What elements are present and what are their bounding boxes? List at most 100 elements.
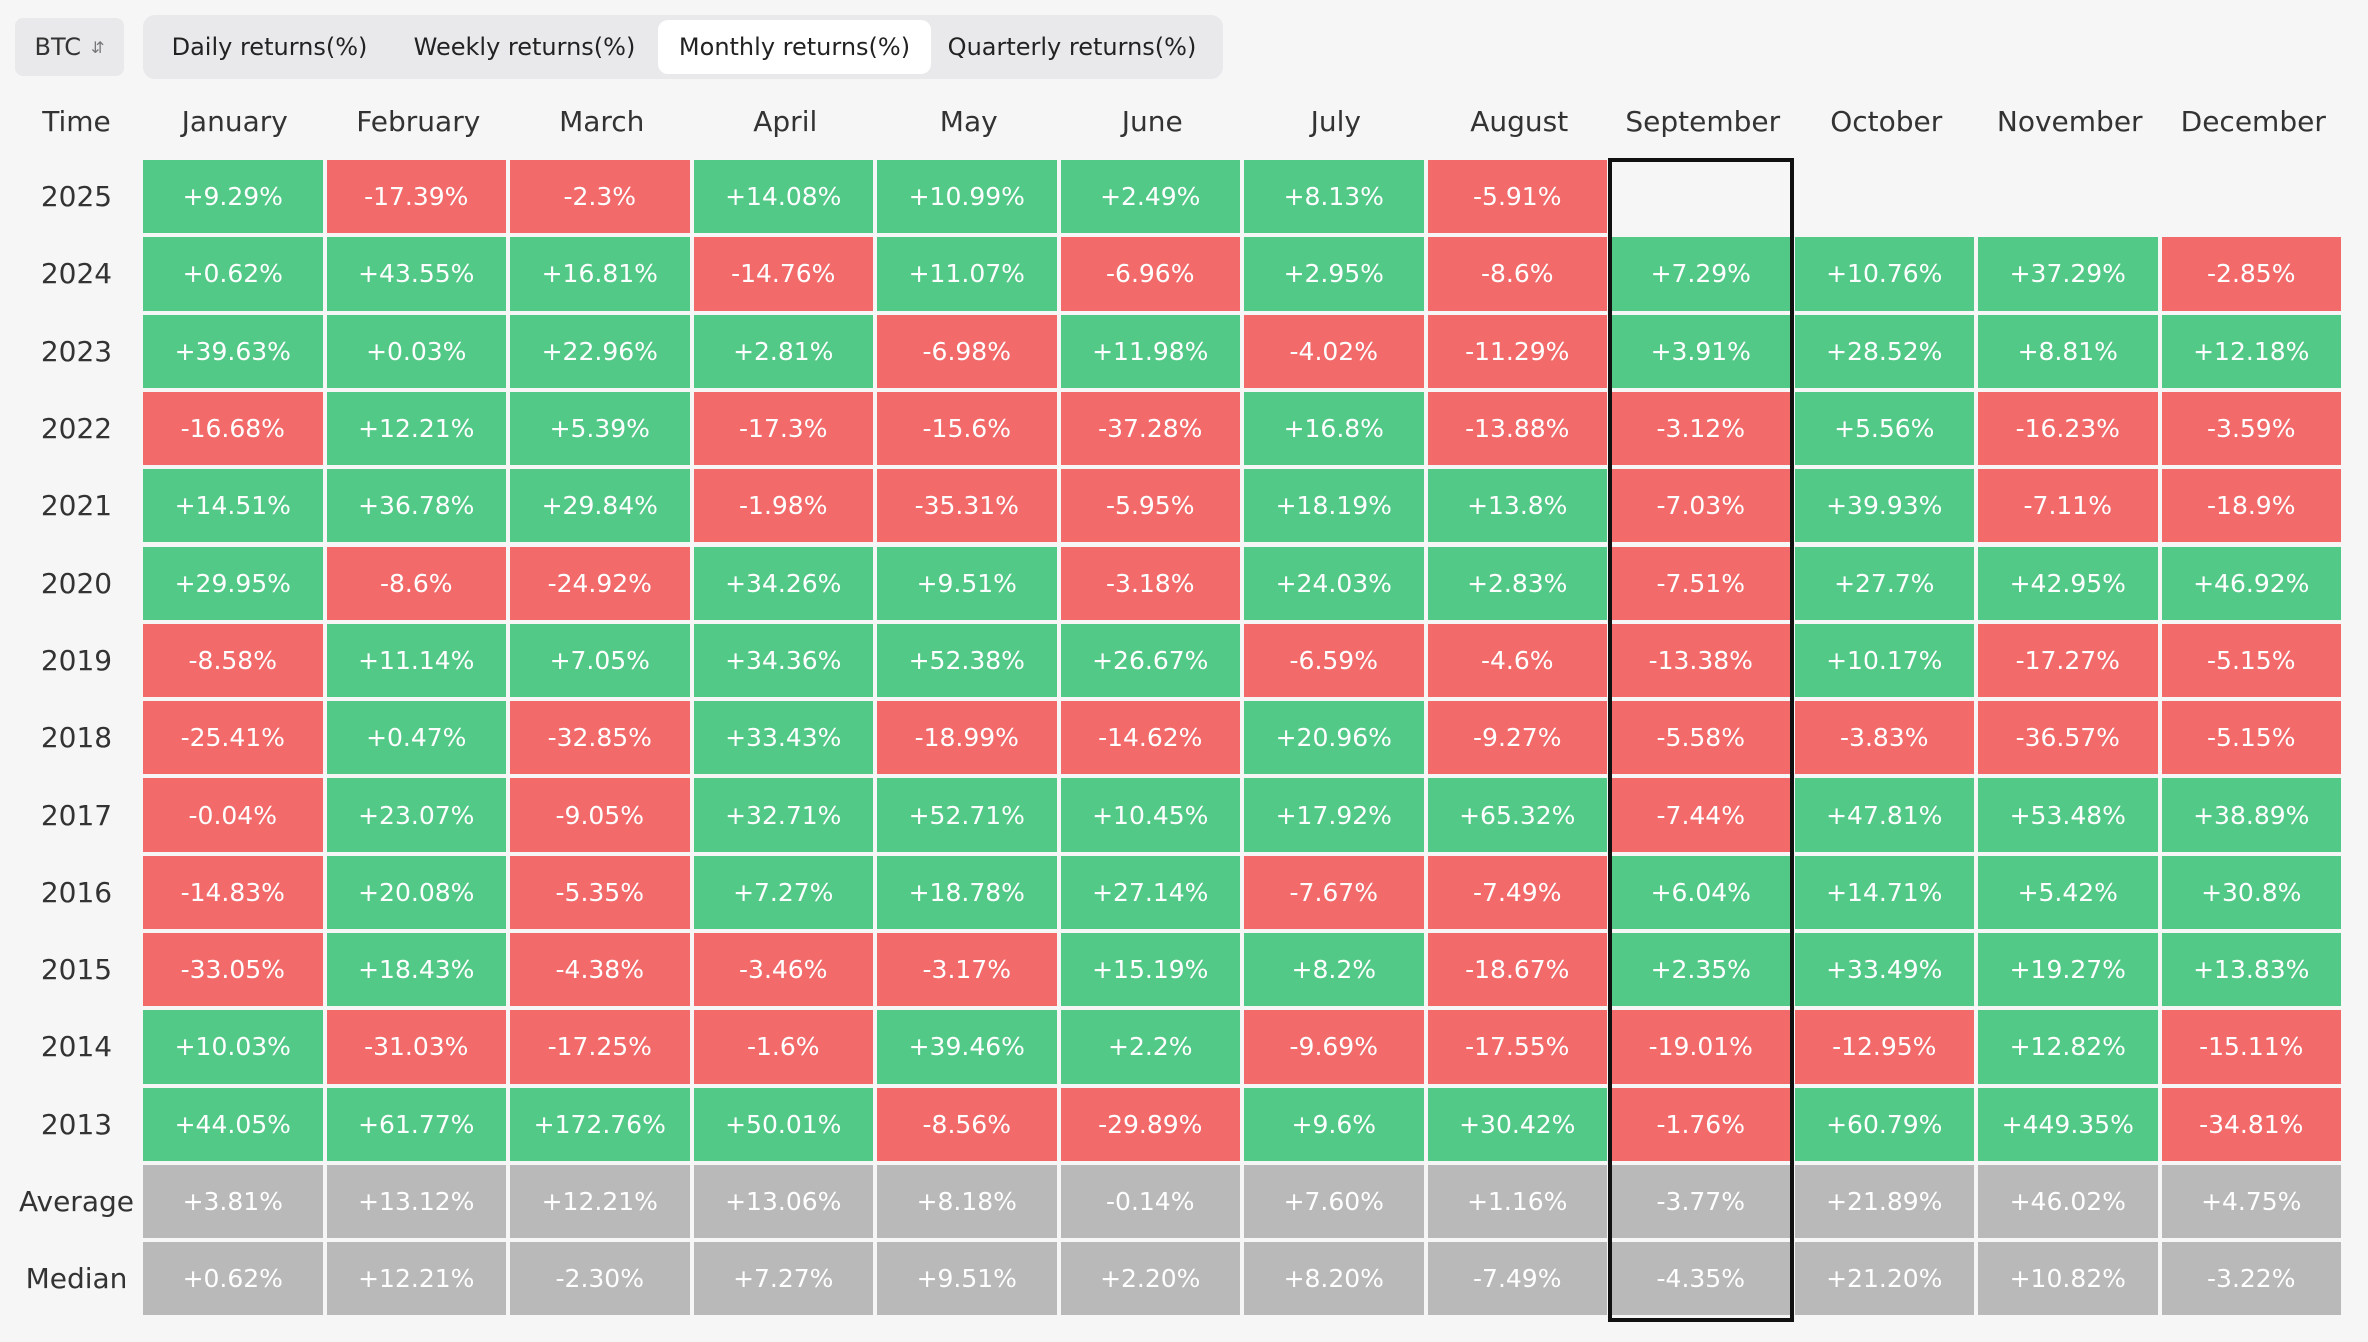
return-cell: +7.05%: [510, 623, 690, 698]
return-cell: +65.32%: [1427, 778, 1607, 852]
return-cell: -2.3%: [510, 160, 690, 234]
return-cell: +2.81%: [693, 314, 873, 388]
return-cell: +26.67%: [1060, 623, 1240, 698]
summary-cell: -0.14%: [1060, 1164, 1240, 1239]
year-label: 2018: [40, 721, 113, 755]
return-cell: -3.17%: [877, 933, 1057, 1007]
return-cell: -17.27%: [1978, 623, 2158, 698]
return-cell: -37.28%: [1060, 391, 1240, 466]
return-cell: +13.83%: [2161, 933, 2341, 1007]
return-cell: +27.7%: [1794, 546, 1974, 620]
return-cell: +5.42%: [1978, 855, 2158, 929]
tab[interactable]: Daily returns(%): [171, 33, 368, 61]
return-cell: -5.91%: [1427, 160, 1607, 234]
return-cell: -15.6%: [877, 391, 1057, 466]
asset-label: BTC: [34, 33, 82, 61]
return-cell: -3.46%: [693, 933, 873, 1007]
year-label: 2021: [40, 489, 113, 523]
return-cell: +39.46%: [877, 1010, 1057, 1084]
return-cell: +32.71%: [693, 778, 873, 852]
return-cell: -16.68%: [143, 391, 323, 466]
return-cell: -3.83%: [1794, 701, 1974, 775]
column-header: June: [1121, 104, 1183, 138]
return-cell: -1.76%: [1611, 1087, 1791, 1161]
return-cell: +38.89%: [2161, 778, 2341, 852]
column-header: September: [1625, 104, 1781, 138]
tab[interactable]: Weekly returns(%): [413, 33, 636, 61]
return-cell: -6.59%: [1244, 623, 1424, 698]
return-cell: -9.05%: [510, 778, 690, 852]
return-cell: +29.84%: [510, 469, 690, 543]
tab[interactable]: Monthly returns(%): [658, 20, 931, 74]
return-cell: -33.05%: [143, 933, 323, 1007]
return-cell: +34.36%: [693, 623, 873, 698]
return-cell: +29.95%: [143, 546, 323, 620]
return-cell: +18.43%: [326, 933, 506, 1007]
summary-cell: +7.60%: [1244, 1164, 1424, 1239]
return-cell: +47.81%: [1794, 778, 1974, 852]
return-cell: +61.77%: [326, 1087, 506, 1161]
return-cell: -7.67%: [1244, 855, 1424, 929]
return-cell: +2.83%: [1427, 546, 1607, 620]
return-cell: -25.41%: [143, 701, 323, 775]
return-cell: +20.96%: [1244, 701, 1424, 775]
tab[interactable]: Quarterly returns(%): [947, 33, 1197, 61]
return-cell: +0.03%: [326, 314, 506, 388]
return-cell: -17.55%: [1427, 1010, 1607, 1084]
return-cell: +449.35%: [1978, 1087, 2158, 1161]
return-cell: +10.45%: [1060, 778, 1240, 852]
return-cell: +33.43%: [693, 701, 873, 775]
return-cell: -14.83%: [143, 855, 323, 929]
return-cell: +14.71%: [1794, 855, 1974, 929]
summary-cell: +13.12%: [326, 1164, 506, 1239]
year-label: 2017: [40, 798, 113, 832]
return-cell: -5.58%: [1611, 701, 1791, 775]
return-cell: +12.82%: [1978, 1010, 2158, 1084]
return-cell: +52.71%: [877, 778, 1057, 852]
return-cell: -4.6%: [1427, 623, 1607, 698]
return-cell: -8.6%: [326, 546, 506, 620]
return-cell: +2.49%: [1060, 160, 1240, 234]
return-cell: -7.11%: [1978, 469, 2158, 543]
year-label: 2025: [40, 180, 113, 214]
asset-selector[interactable]: BTC ⇵: [15, 18, 124, 76]
return-cell: +53.48%: [1978, 778, 2158, 852]
return-cell: +2.35%: [1611, 933, 1791, 1007]
return-cell: +14.51%: [143, 469, 323, 543]
summary-cell: +3.81%: [143, 1164, 323, 1239]
return-cell: -0.04%: [143, 778, 323, 852]
summary-cell: +4.75%: [2161, 1164, 2341, 1239]
return-cell: +2.95%: [1244, 237, 1424, 311]
return-cell: +17.92%: [1244, 778, 1424, 852]
column-header: November: [1996, 104, 2143, 138]
return-cell: +11.14%: [326, 623, 506, 698]
return-cell: +30.8%: [2161, 855, 2341, 929]
return-cell: +33.49%: [1794, 933, 1974, 1007]
return-cell: -5.35%: [510, 855, 690, 929]
return-cell: -13.38%: [1611, 623, 1791, 698]
summary-cell: +7.27%: [693, 1242, 873, 1316]
return-cell: +34.26%: [693, 546, 873, 620]
return-cell: -8.58%: [143, 623, 323, 698]
return-cell: -4.02%: [1244, 314, 1424, 388]
return-cell: +8.13%: [1244, 160, 1424, 234]
return-cell: +8.2%: [1244, 933, 1424, 1007]
year-label: 2020: [40, 566, 113, 600]
return-cell: +11.07%: [877, 237, 1057, 311]
column-header: January: [181, 104, 288, 138]
return-cell: -36.57%: [1978, 701, 2158, 775]
summary-cell: -2.30%: [510, 1242, 690, 1316]
return-cell: +28.52%: [1794, 314, 1974, 388]
return-cell: +9.6%: [1244, 1087, 1424, 1161]
return-cell: -8.56%: [877, 1087, 1057, 1161]
return-cell: +0.62%: [143, 237, 323, 311]
return-cell: +0.47%: [326, 701, 506, 775]
return-cell: -7.49%: [1427, 855, 1607, 929]
year-label: 2019: [40, 643, 113, 677]
return-cell: +18.19%: [1244, 469, 1424, 543]
summary-cell: +13.06%: [693, 1164, 873, 1239]
return-cell: -9.27%: [1427, 701, 1607, 775]
return-cell: -12.95%: [1794, 1010, 1974, 1084]
return-cell: -35.31%: [877, 469, 1057, 543]
